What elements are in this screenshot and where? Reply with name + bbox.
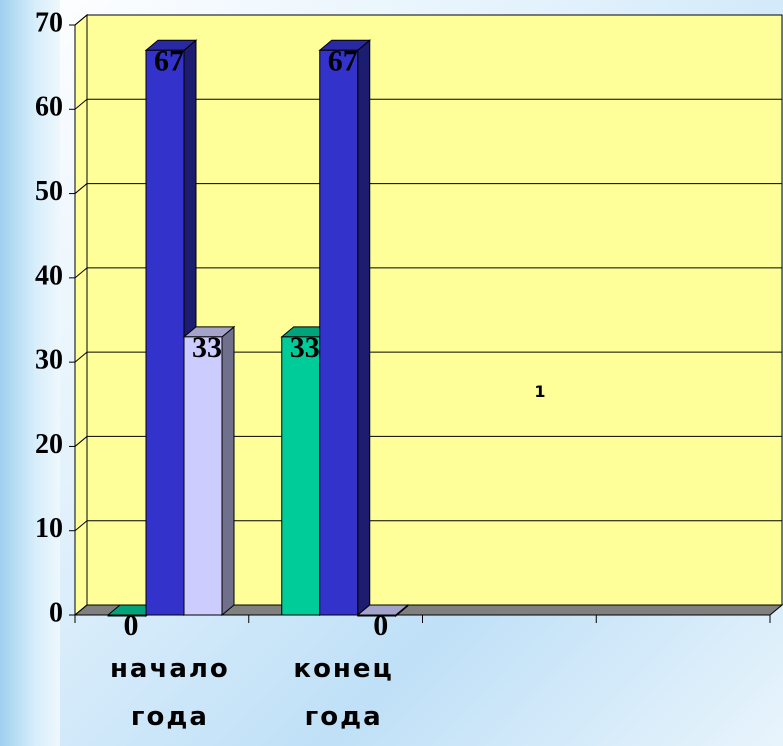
y-tick-label: 0	[49, 597, 63, 628]
value-label: 0	[124, 609, 139, 642]
x-tick-label: начало года	[109, 654, 230, 732]
value-label: 33	[192, 331, 222, 364]
y-tick-label: 60	[35, 92, 63, 123]
grid-line-side	[74, 604, 88, 616]
y-tick-label: 70	[35, 7, 63, 38]
bar	[183, 336, 223, 616]
x-tick-label: конец года	[293, 654, 394, 732]
bar-side	[221, 325, 235, 617]
value-label: 67	[154, 44, 184, 77]
grid-line-side	[74, 183, 88, 194]
background-strip	[0, 0, 60, 746]
y-tick-label: 20	[35, 429, 63, 460]
value-label: 33	[290, 331, 320, 364]
y-tick-label: 10	[35, 513, 63, 544]
grid-line-side	[74, 98, 88, 110]
bar-side	[357, 39, 371, 617]
side-wall	[74, 13, 88, 617]
y-tick-label: 40	[35, 260, 63, 291]
bar	[281, 336, 321, 616]
value-label: 67	[328, 44, 358, 77]
grid-line-side	[74, 520, 88, 532]
grid-line-side	[74, 436, 88, 447]
y-tick-label: 50	[35, 176, 63, 207]
grid-line-side	[74, 14, 88, 26]
annotation: 1	[534, 382, 545, 401]
y-tick-label: 30	[35, 345, 63, 376]
grid-line-side	[74, 351, 88, 363]
bar	[357, 614, 397, 617]
value-label: 0	[373, 609, 388, 642]
grid-line-side	[74, 267, 88, 279]
bar	[145, 49, 185, 616]
bar	[319, 49, 359, 616]
